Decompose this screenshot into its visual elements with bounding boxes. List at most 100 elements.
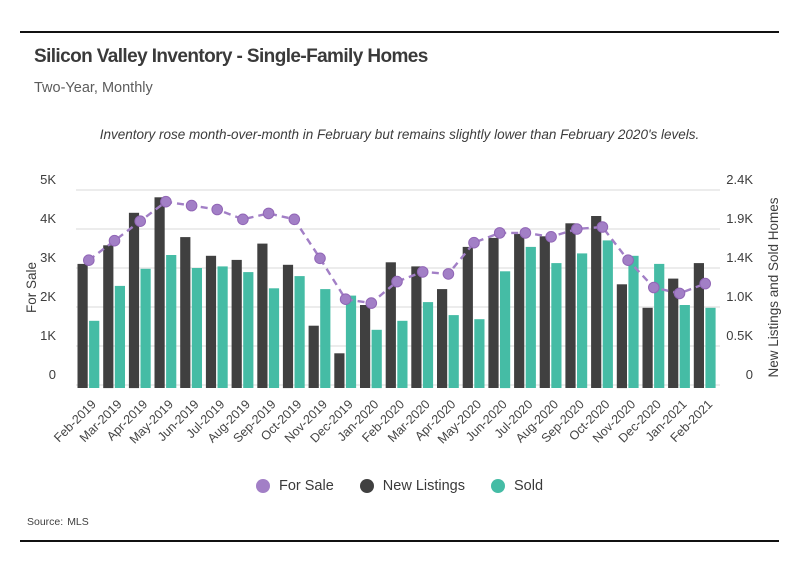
for-sale-point-Oct-2019: [288, 213, 301, 226]
chart-title: Silicon Valley Inventory - Single-Family…: [34, 46, 428, 67]
sold-bar-May-2019: [166, 255, 177, 388]
new-listings-bar-Sep-2020: [565, 223, 576, 388]
new-listings-bar-Jul-2020: [514, 233, 525, 388]
sold-bar-Apr-2020: [448, 315, 459, 388]
new-listings-bar-Apr-2020: [437, 289, 448, 388]
for-sale-point-May-2020: [468, 236, 480, 249]
for-sale-point-Sep-2020: [571, 223, 583, 235]
new-listings-bar-Dec-2019: [334, 353, 345, 388]
new-listings-bar-May-2020: [462, 246, 473, 388]
new-listings-bar-Jul-2019: [205, 255, 217, 388]
right-axis-tick-label: 1.9K: [726, 211, 753, 226]
left-axis-tick-label: 0: [49, 367, 56, 382]
sold-bar-Feb-2019: [89, 320, 100, 388]
sold-bar-Apr-2019: [140, 268, 151, 388]
for-sale-point-Apr-2020: [442, 268, 455, 280]
for-sale-point-Sep-2019: [262, 207, 275, 220]
left-axis-title: For Sale: [24, 262, 39, 313]
for-sale-point-Jun-2020: [493, 227, 506, 239]
sold-bar-Dec-2020: [654, 263, 665, 388]
legend-item-new-listings: New Listings: [359, 478, 465, 494]
top-rule: [20, 31, 779, 33]
source-note: Source: MLS: [27, 516, 89, 528]
left-axis-tick-label: 1K: [40, 328, 56, 343]
for-sale-point-Jul-2019: [211, 203, 223, 216]
chart-plot-area: 5K 2.4K 4K 1.9K 3K 1.4K 2K 1.0K 1K 0.5K 0 0 For Sale…: [24, 172, 781, 446]
source-label: Source:: [27, 516, 64, 528]
new-listings-bar-Jan-2020: [360, 305, 371, 388]
for-sale-point-Feb-2020: [391, 275, 403, 288]
new-listings-bar-Mar-2019: [103, 245, 114, 389]
for-sale-point-Feb-2021: [699, 277, 712, 290]
new-listings-bar-Oct-2019: [282, 264, 294, 389]
sold-bar-Oct-2019: [294, 276, 305, 388]
new-listings-bar-Aug-2019: [231, 259, 242, 388]
right-axis-tick-label: 1.4K: [726, 250, 753, 265]
for-sale-point-May-2019: [160, 195, 172, 208]
right-axis-title: New Listings and Sold Homes: [766, 197, 781, 377]
sold-bar-Feb-2020: [397, 320, 408, 388]
legend-item-sold: Sold: [490, 478, 544, 494]
new-listings-bar-Jan-2021: [668, 278, 679, 388]
new-listings-bar-Feb-2020: [385, 262, 396, 388]
sold-swatch-icon: [490, 479, 505, 493]
new-listings-bar-Apr-2019: [128, 212, 140, 389]
bottom-rule: [20, 540, 779, 542]
for-sale-point-Dec-2019: [339, 293, 352, 306]
new-listings-bar-Sep-2019: [257, 243, 268, 388]
sold-bar-Dec-2019: [345, 295, 357, 388]
sold-bar-Nov-2020: [628, 255, 639, 388]
new-listings-bar-Jun-2019: [180, 237, 191, 388]
left-axis-tick-label: 2K: [40, 289, 56, 304]
for-sale-point-Mar-2019: [108, 234, 121, 247]
right-axis-tick-label: 2.4K: [726, 172, 753, 187]
right-axis-tick-label: 1.0K: [726, 289, 753, 304]
chart-annotation: Inventory rose month-over-month in Febru…: [99, 127, 700, 142]
legend-label-new-listings: New Listings: [382, 478, 465, 494]
sold-bar-Jun-2019: [191, 268, 202, 388]
for-sale-point-Aug-2020: [545, 231, 557, 243]
new-listings-bar-Oct-2020: [591, 216, 602, 388]
source-value: MLS: [67, 516, 89, 528]
new-listings-bar-Nov-2020: [616, 284, 627, 389]
new-listings-bar-Mar-2020: [411, 266, 422, 388]
new-listings-bar-Aug-2020: [539, 236, 550, 388]
sold-bar-Jan-2021: [679, 305, 690, 388]
sold-bar-Sep-2020: [577, 253, 588, 388]
for-sale-swatch-icon: [255, 479, 270, 493]
new-listings-swatch-icon: [359, 479, 374, 493]
for-sale-point-Nov-2019: [314, 252, 326, 265]
legend-label-for-sale: For Sale: [278, 478, 334, 494]
sold-bar-Mar-2020: [422, 302, 434, 388]
sold-bar-Aug-2020: [551, 263, 562, 388]
sold-bar-Sep-2019: [268, 288, 280, 388]
for-sale-point-Aug-2019: [237, 213, 249, 226]
for-sale-point-Nov-2020: [622, 254, 634, 267]
sold-bar-Oct-2020: [602, 240, 613, 388]
new-listings-bar-Feb-2019: [77, 263, 88, 388]
sold-bar-Jan-2020: [371, 329, 382, 389]
sold-bar-Jul-2019: [217, 266, 228, 388]
new-listings-bar-Jun-2020: [488, 237, 499, 388]
sold-bar-Mar-2019: [114, 285, 125, 388]
for-sale-point-Apr-2019: [134, 215, 146, 227]
for-sale-point-Jun-2019: [185, 199, 198, 212]
legend-label-sold: Sold: [513, 478, 544, 494]
legend-item-for-sale: For Sale: [255, 478, 334, 494]
sold-bar-Jun-2020: [500, 271, 511, 389]
for-sale-point-Jul-2020: [519, 227, 532, 239]
new-listings-bar-Dec-2020: [642, 307, 653, 388]
left-axis-tick-label: 3K: [40, 250, 56, 265]
right-axis-tick-label: 0: [746, 367, 753, 382]
sold-bar-Jul-2020: [525, 246, 536, 388]
for-sale-point-Jan-2020: [365, 297, 378, 309]
sold-bar-Aug-2019: [243, 272, 254, 388]
for-sale-point-Oct-2020: [596, 221, 609, 233]
new-listings-bar-May-2019: [154, 197, 165, 388]
new-listings-bar-Nov-2019: [308, 325, 319, 388]
for-sale-point-Dec-2020: [648, 281, 660, 294]
sold-bar-May-2020: [474, 319, 485, 388]
sold-bar-Feb-2021: [705, 307, 716, 388]
for-sale-point-Mar-2020: [416, 266, 429, 278]
